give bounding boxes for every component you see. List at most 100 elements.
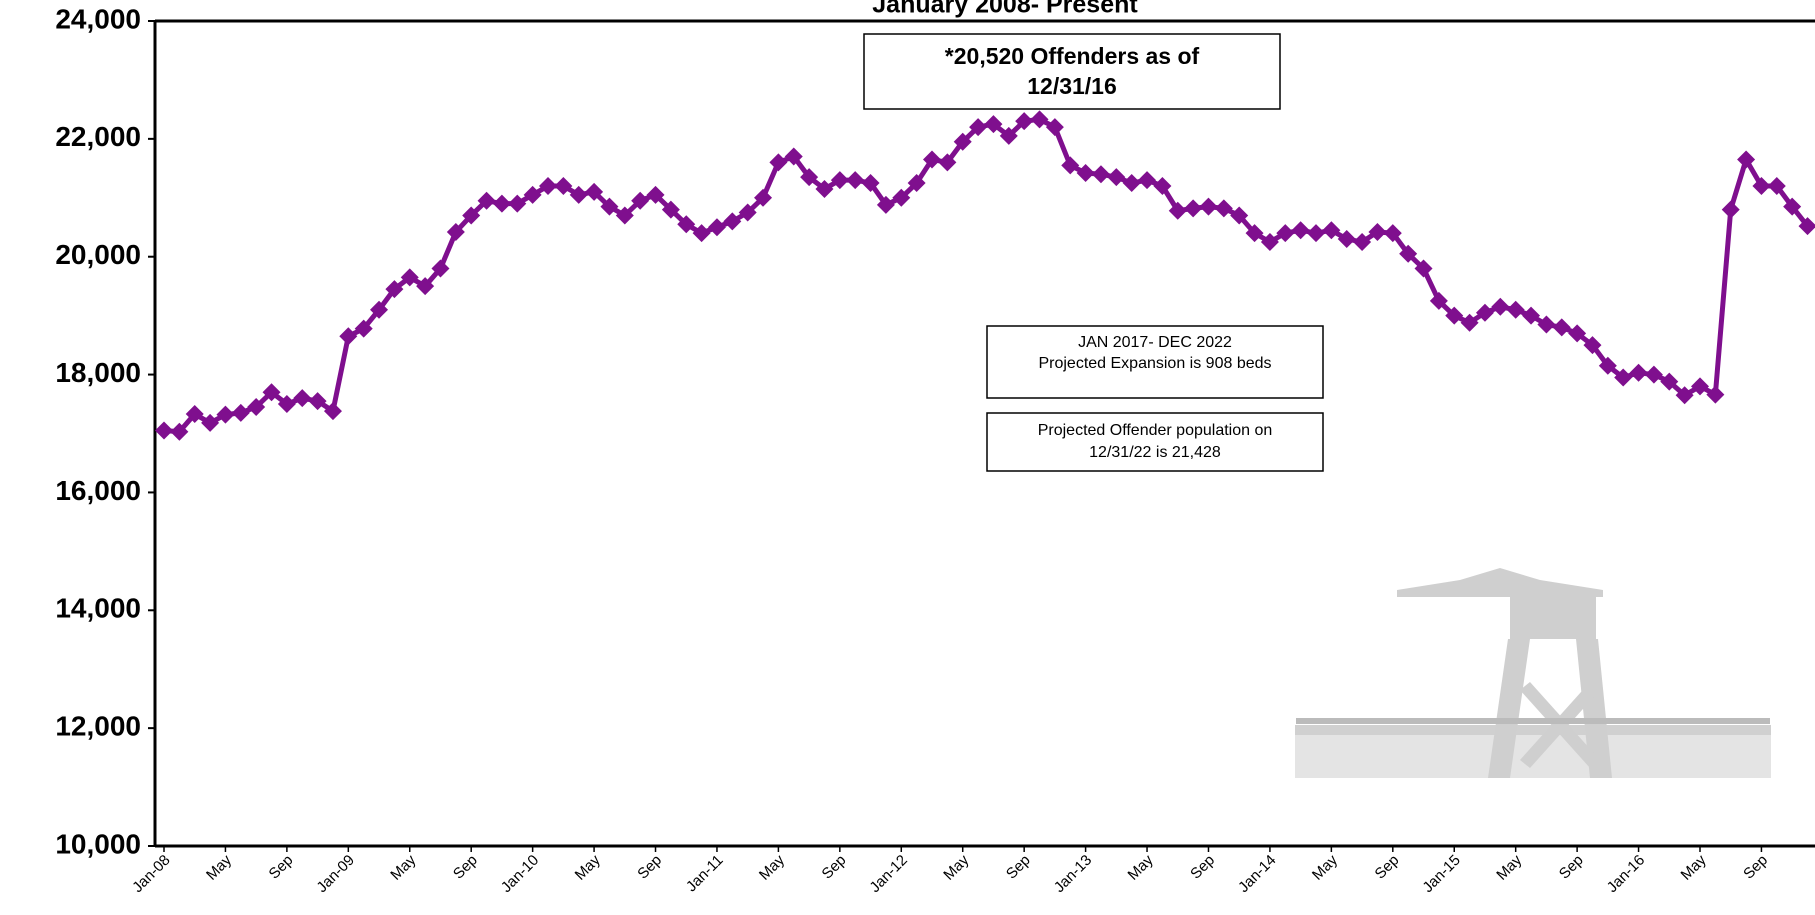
x-tick-label: Sep	[1003, 852, 1034, 883]
data-point	[293, 389, 312, 408]
data-point	[1030, 110, 1049, 129]
data-point	[984, 115, 1003, 134]
data-point	[1568, 324, 1587, 343]
data-point	[1153, 177, 1172, 195]
data-point	[723, 212, 742, 231]
data-point	[1460, 313, 1479, 332]
data-point	[830, 171, 849, 190]
data-point	[1107, 168, 1126, 187]
data-point	[1307, 224, 1325, 243]
data-point	[1045, 118, 1064, 137]
data-point	[1214, 199, 1233, 218]
data-point	[738, 203, 757, 222]
data-point	[1276, 224, 1295, 243]
x-tick-label: Jan-15	[1419, 852, 1463, 896]
data-point	[585, 182, 604, 201]
x-tick-label: Sep	[450, 852, 481, 883]
x-tick-label: Sep	[634, 852, 665, 883]
data-point	[1475, 303, 1494, 322]
data-point	[1583, 336, 1602, 355]
y-tick-label: 10,000	[55, 828, 141, 859]
data-point	[1122, 174, 1141, 193]
data-point	[1168, 201, 1187, 220]
data-point	[861, 174, 880, 193]
data-point	[431, 259, 450, 278]
data-point	[1798, 217, 1815, 236]
data-point	[1675, 386, 1694, 405]
data-point	[907, 174, 926, 193]
data-point	[1076, 164, 1095, 183]
data-point	[554, 177, 573, 195]
data-point	[370, 300, 389, 319]
data-point	[815, 179, 834, 198]
data-point	[784, 147, 803, 166]
data-point	[846, 171, 865, 190]
data-point	[1660, 372, 1679, 391]
data-point	[1245, 224, 1264, 243]
data-point	[1598, 356, 1617, 375]
annotation-text: 12/31/22 is 21,428	[1089, 444, 1221, 461]
x-tick-label: Sep	[266, 852, 297, 883]
data-point	[277, 395, 296, 414]
annotation-text: Projected Expansion is 908 beds	[1038, 355, 1271, 372]
data-point	[769, 153, 788, 172]
x-tick-label: Jan-09	[313, 852, 357, 896]
x-tick-label: Sep	[819, 852, 850, 883]
chart-title: January 2008- Present	[872, 0, 1138, 19]
data-point	[155, 421, 173, 440]
data-point	[231, 403, 250, 422]
data-point	[462, 206, 481, 225]
data-point	[247, 397, 266, 416]
data-point	[446, 222, 465, 241]
data-point	[323, 402, 342, 421]
annotation-box	[986, 325, 1324, 399]
x-tick-label: May	[572, 851, 604, 883]
y-tick-label: 16,000	[55, 475, 141, 506]
data-point	[354, 319, 373, 338]
data-point	[216, 405, 235, 424]
x-tick-label: Jan-12	[866, 852, 910, 896]
y-tick-label: 14,000	[55, 593, 141, 624]
x-tick-label: May	[203, 851, 235, 883]
data-point	[1445, 306, 1464, 325]
x-tick-label: May	[1493, 851, 1525, 883]
data-point	[1767, 177, 1786, 195]
data-point	[1721, 200, 1740, 219]
data-point	[1322, 221, 1341, 240]
y-tick-label: 12,000	[55, 711, 141, 742]
data-point	[938, 153, 957, 172]
x-tick-label: Jan-16	[1604, 852, 1648, 896]
data-point	[1783, 197, 1802, 216]
data-point	[1429, 291, 1448, 310]
data-point	[754, 188, 773, 207]
data-point	[1138, 171, 1157, 190]
data-point	[1737, 150, 1756, 169]
data-point	[1353, 232, 1372, 251]
data-point	[477, 191, 496, 210]
data-point	[876, 195, 895, 214]
data-point	[1506, 300, 1525, 319]
x-tick-label: Sep	[1372, 852, 1403, 883]
data-point	[1644, 365, 1663, 384]
x-tick-label: Sep	[1740, 852, 1771, 883]
data-point	[1383, 224, 1402, 243]
data-point	[1199, 197, 1218, 216]
data-point	[1337, 230, 1356, 249]
data-point	[1091, 165, 1110, 184]
data-point	[1629, 363, 1648, 382]
x-tick-label: Jan-13	[1051, 852, 1095, 896]
data-point	[492, 194, 511, 213]
data-point	[569, 185, 588, 204]
x-tick-label: May	[940, 851, 972, 883]
data-point	[661, 200, 680, 219]
data-point	[1061, 156, 1080, 175]
data-point	[1552, 318, 1571, 337]
y-tick-label: 24,000	[55, 3, 141, 34]
data-point	[1752, 177, 1771, 195]
data-point	[1706, 385, 1725, 404]
data-point	[523, 185, 542, 204]
data-point	[999, 126, 1018, 145]
data-point	[201, 413, 220, 432]
